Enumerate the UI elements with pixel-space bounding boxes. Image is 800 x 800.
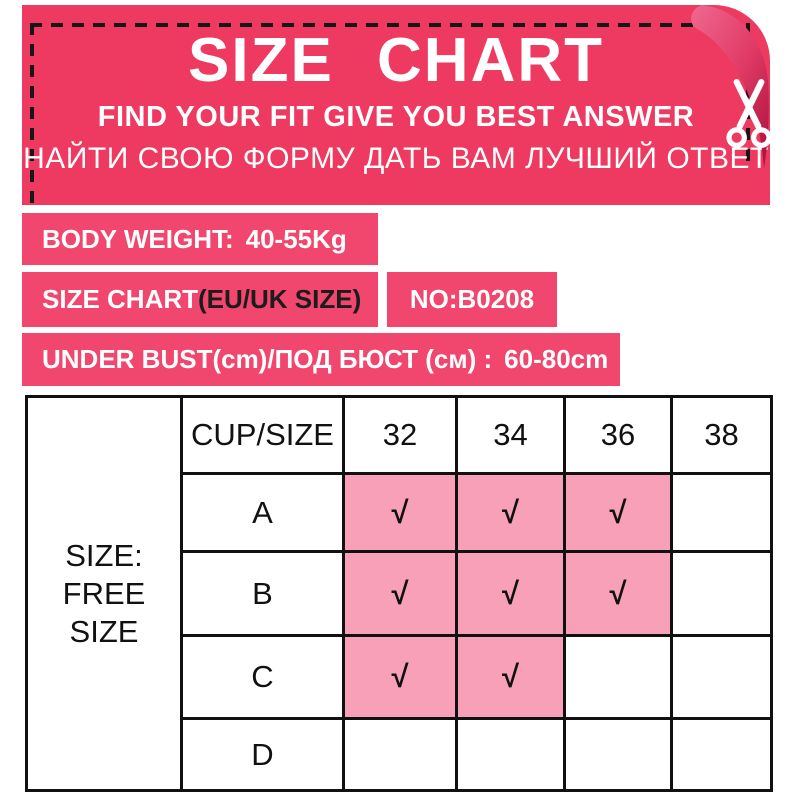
table-row-cup-d: D	[27, 717, 773, 792]
check-cell-b-38	[670, 550, 773, 637]
check-cell-b-32: √	[342, 550, 458, 637]
side-label-line2: FREE SIZE	[62, 575, 146, 649]
cup-size-header: CUP/SIZE	[180, 395, 345, 475]
order-number: NO:B0208	[409, 284, 535, 314]
body-weight-label: BODY WEIGHT:	[42, 223, 234, 254]
size-col-38: 38	[670, 395, 773, 475]
table-row-cup-b: B √ √ √	[27, 550, 773, 637]
under-bust-label: UNDER BUST(cm)/ПОД БЮСТ (см) :	[42, 344, 493, 374]
order-number-bar: NO:B0208	[387, 272, 557, 327]
size-col-32: 32	[342, 395, 458, 475]
check-cell-a-36: √	[563, 472, 673, 553]
subtitle-ru: НАЙТИ СВОЮ ФОРМУ ДАТЬ ВАМ ЛУЧШИЙ ОТВЕТ	[23, 142, 769, 175]
size-chart-region-label: (EU/UK SIZE)	[198, 284, 362, 314]
cup-label-c: C	[180, 634, 345, 720]
page-curl-icon	[691, 5, 769, 169]
size-chart-label: SIZE CHART	[42, 284, 198, 314]
check-cell-c-38	[670, 634, 773, 720]
cup-label-b: B	[180, 550, 345, 637]
table-header-row: SIZE: FREE SIZE CUP/SIZE 32 34 36 38	[25, 395, 773, 792]
dashed-cut-line-top	[30, 23, 742, 27]
cup-label-d: D	[180, 717, 345, 792]
dashed-cut-line-right	[746, 23, 750, 165]
dashed-cut-line-left	[30, 23, 34, 203]
under-bust-value: 60-80cm	[504, 344, 609, 374]
check-cell-a-32: √	[342, 472, 458, 553]
body-weight-value: 40-55Kg	[245, 223, 347, 254]
free-size-cell: SIZE: FREE SIZE	[25, 395, 183, 792]
check-cell-d-36	[563, 717, 673, 792]
check-cell-a-34: √	[455, 472, 566, 553]
check-cell-b-34: √	[455, 550, 566, 637]
check-cell-c-34: √	[455, 634, 566, 720]
scissors-icon	[726, 79, 772, 148]
check-cell-d-38	[670, 717, 773, 792]
cup-label-a: A	[180, 472, 345, 553]
check-cell-d-32	[342, 717, 458, 792]
size-col-36: 36	[563, 395, 673, 475]
size-table: SIZE: FREE SIZE CUP/SIZE 32 34 36 38 A √…	[25, 395, 773, 792]
check-cell-d-34	[455, 717, 566, 792]
side-label-line1: SIZE:	[65, 537, 143, 573]
page-title: SIZE CHART	[188, 26, 604, 95]
check-cell-b-36: √	[563, 550, 673, 637]
check-cell-c-32: √	[342, 634, 458, 720]
table-row-cup-c: C √ √	[27, 634, 773, 720]
subtitle-en: FIND YOUR FIT GIVE YOU BEST ANSWER	[97, 101, 695, 133]
banner: SIZE CHART FIND YOUR FIT GIVE YOU BEST A…	[22, 5, 772, 205]
under-bust-bar: UNDER BUST(cm)/ПОД БЮСТ (см) : 60-80cm	[22, 333, 620, 386]
check-cell-a-38	[670, 472, 773, 553]
size-col-34: 34	[455, 395, 566, 475]
table-row-cup-a: A √ √ √	[27, 472, 773, 553]
body-weight-bar: BODY WEIGHT: 40-55Kg	[22, 213, 378, 265]
size-chart-bar: SIZE CHART (EU/UK SIZE)	[22, 272, 378, 327]
check-cell-c-36	[563, 634, 673, 720]
